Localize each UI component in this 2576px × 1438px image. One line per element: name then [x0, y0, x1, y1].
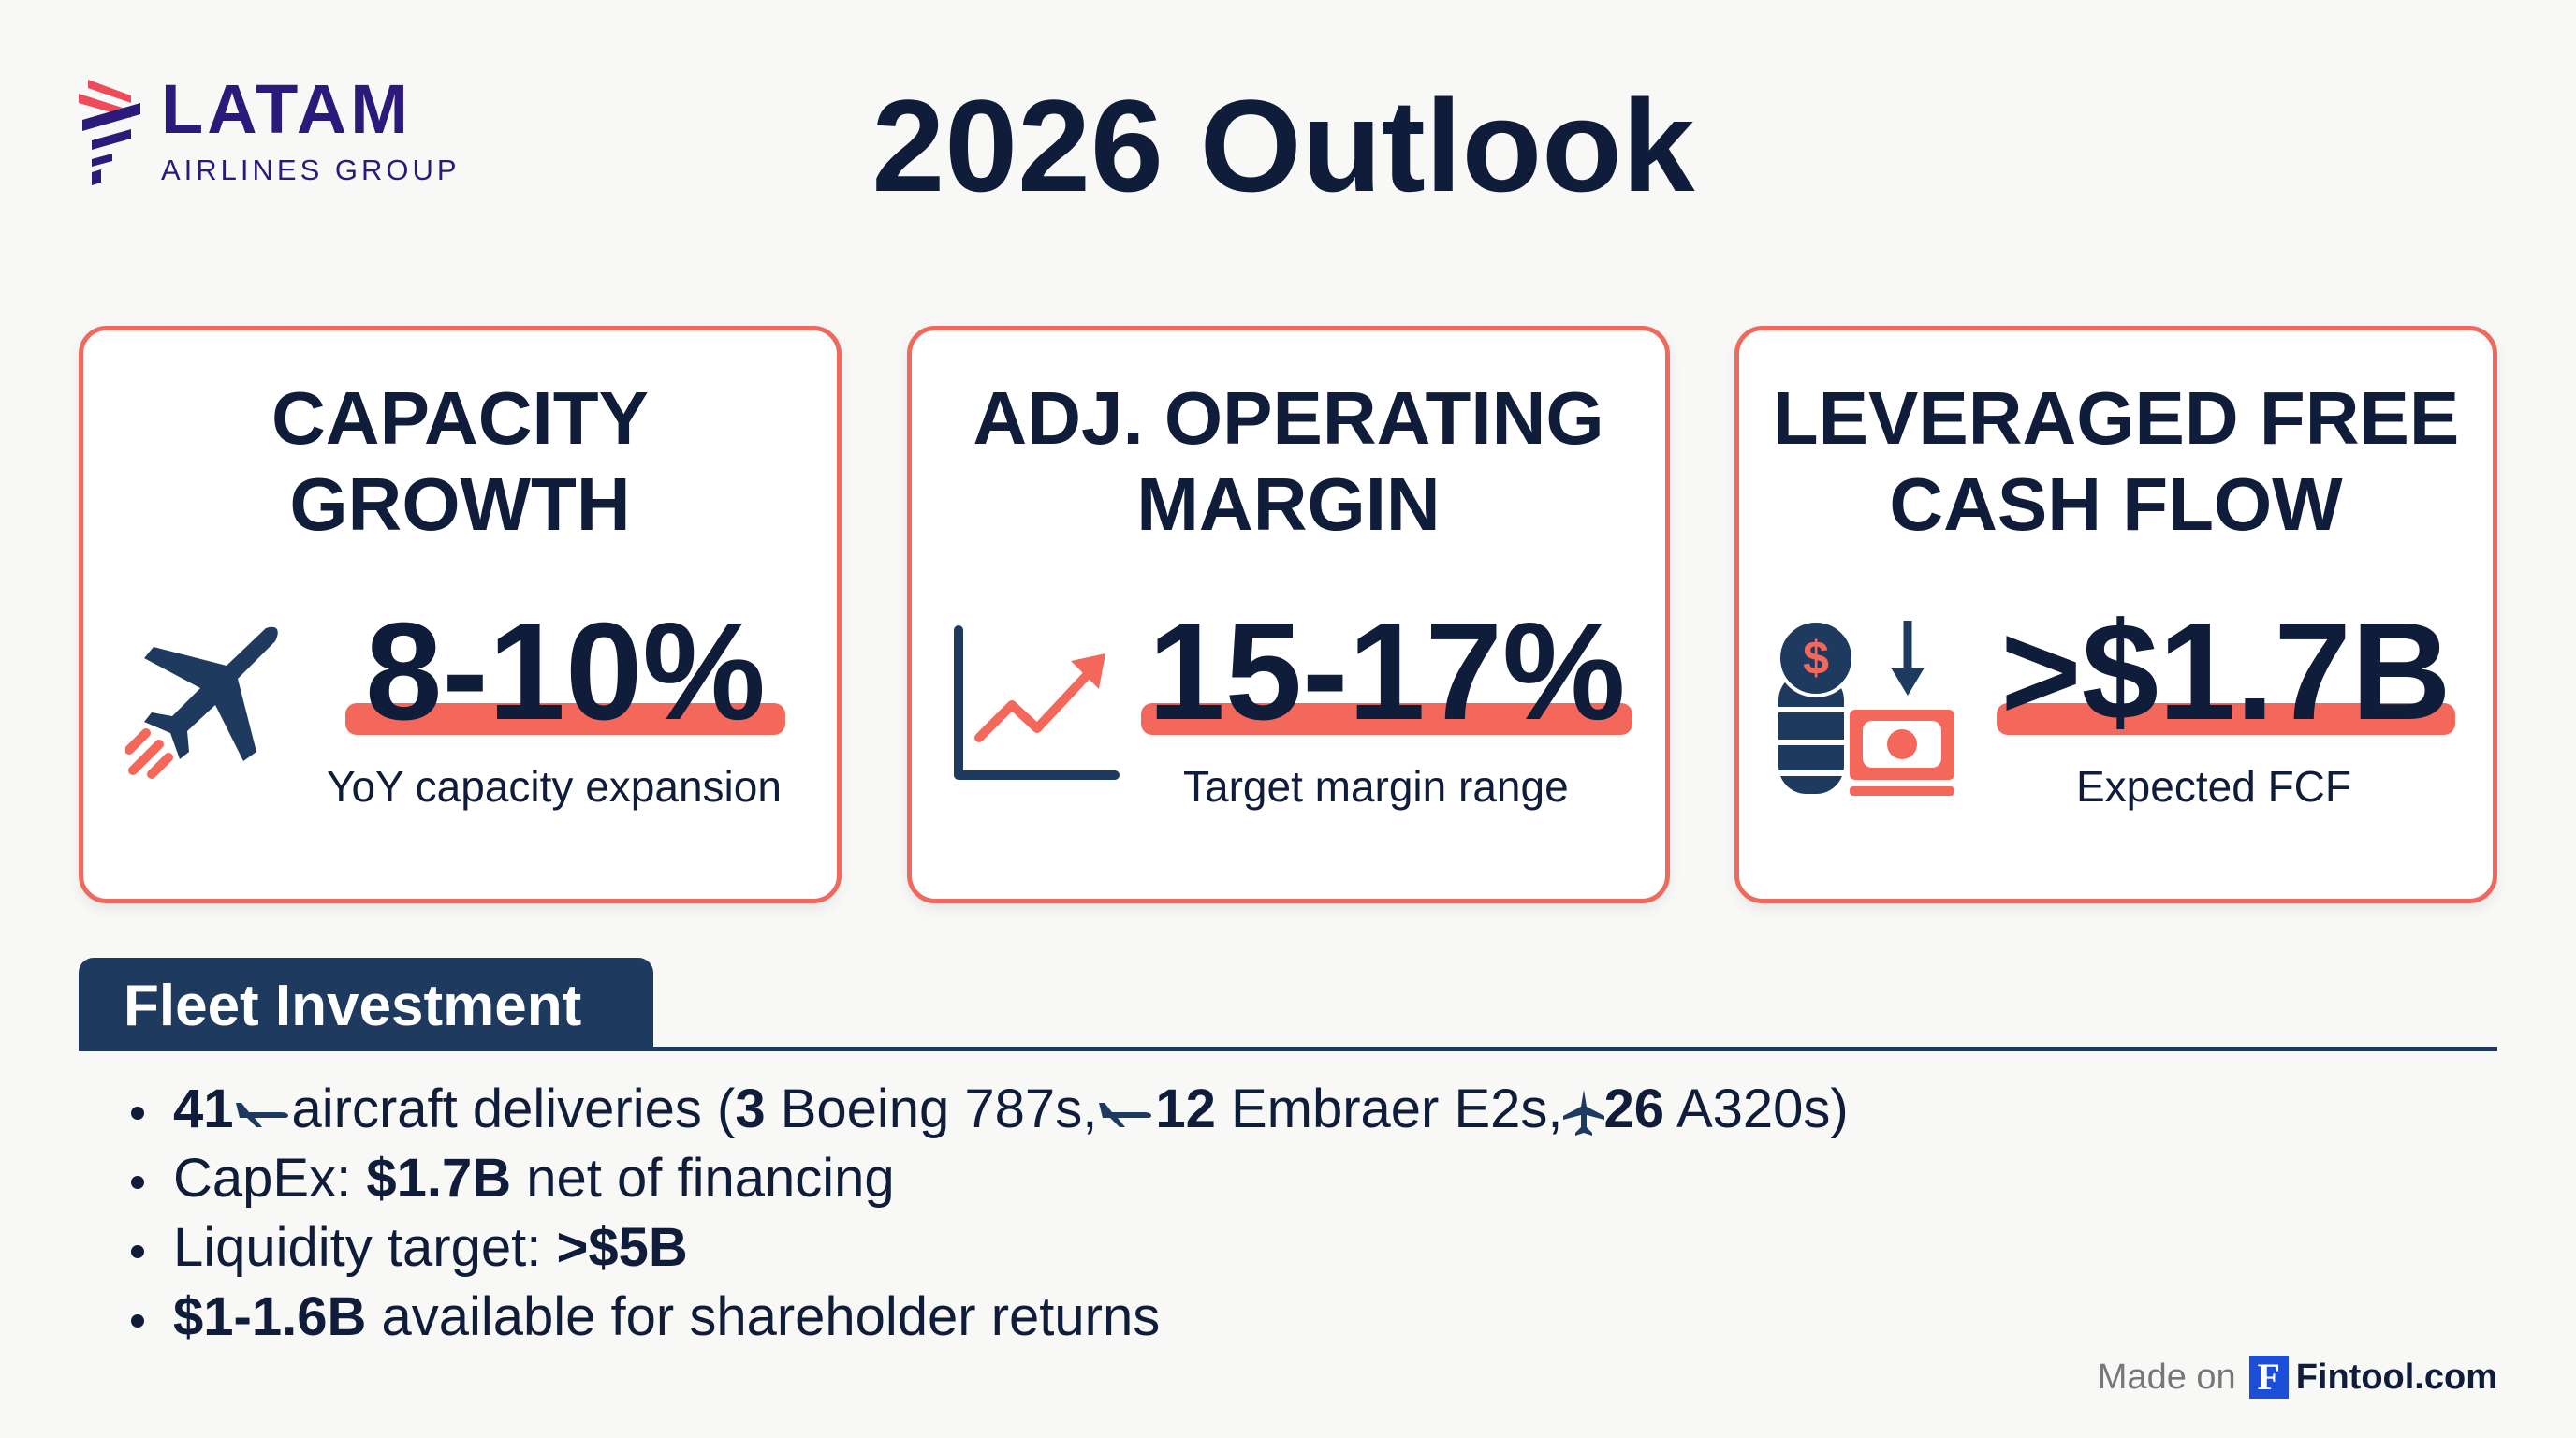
card-title: CAPACITY GROWTH — [271, 376, 649, 546]
logo-name: LATAM — [161, 70, 412, 148]
card-title: LEVERAGED FREE CASH FLOW — [1772, 376, 2460, 546]
page-title: 2026 Outlook — [871, 72, 1695, 219]
value-highlight — [1141, 703, 1632, 735]
value-highlight — [1997, 703, 2455, 735]
card-value: 8-10% — [365, 594, 766, 749]
footer-attribution: Made on F Fintool.com — [2098, 1356, 2497, 1399]
coins-cash-icon: $ — [1777, 619, 1954, 796]
card-free-cash-flow: LEVERAGED FREE CASH FLOW $ >$1.7B Expecte… — [1734, 326, 2497, 903]
card-value: 15-17% — [1148, 594, 1626, 749]
card-subtitle: YoY capacity expansion — [327, 762, 782, 811]
value-highlight — [345, 703, 785, 735]
card-capacity-growth: CAPACITY GROWTH 8-10% YoY capacity expans… — [79, 326, 842, 903]
latam-logo-icon — [79, 80, 140, 185]
divider — [79, 1047, 2497, 1051]
trend-up-chart-icon — [954, 625, 1120, 780]
card-subtitle: Target margin range — [1183, 762, 1569, 811]
bullet-capex: CapEx: $1.7B net of financing — [131, 1144, 1849, 1213]
airplane-icon — [1562, 1089, 1604, 1136]
fleet-investment-heading: Fleet Investment — [79, 958, 653, 1051]
fleet-bullets: 41 aircraft deliveries (3 Boeing 787s, 12 … — [131, 1075, 1849, 1352]
bullet-shareholder-returns: $1-1.6B available for shareholder return… — [131, 1283, 1849, 1352]
bullet-deliveries: 41 aircraft deliveries (3 Boeing 787s, 12 … — [131, 1075, 1849, 1144]
fintool-brand[interactable]: Fintool.com — [2295, 1357, 2497, 1397]
latam-logo: LATAM AIRLINES GROUP — [75, 75, 461, 187]
fintool-logo-icon: F — [2248, 1356, 2289, 1399]
bullet-liquidity: Liquidity target: >$5B — [131, 1213, 1849, 1283]
card-subtitle: Expected FCF — [2076, 762, 2351, 811]
logo-subtitle: AIRLINES GROUP — [161, 154, 461, 186]
airplane-icon — [1099, 1102, 1152, 1127]
card-title: ADJ. OPERATING MARGIN — [973, 376, 1604, 546]
card-operating-margin: ADJ. OPERATING MARGIN 15-17% Target margi… — [907, 326, 1670, 903]
made-on-label: Made on — [2097, 1357, 2236, 1397]
svg-text:$: $ — [1803, 632, 1829, 684]
card-value: >$1.7B — [2000, 594, 2452, 749]
airplane-icon — [235, 1102, 288, 1127]
airplane-icon — [125, 626, 278, 779]
